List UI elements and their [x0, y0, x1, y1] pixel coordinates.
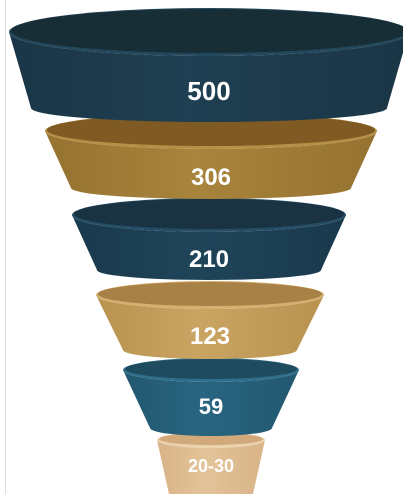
funnel-stage-1: 500 [9, 8, 403, 122]
funnel-stage-top [159, 433, 263, 445]
funnel-stage-3: 210 [72, 198, 346, 280]
left-border-line [5, 0, 6, 494]
funnel-stage-top [125, 359, 297, 379]
funnel-stage-top [47, 114, 375, 146]
funnel-stage-body [9, 32, 403, 122]
funnel-stage-label: 123 [190, 323, 230, 350]
funnel-stage-label: 500 [187, 76, 230, 106]
funnel-stage-5: 59 [123, 358, 299, 436]
funnel-stage-body [45, 131, 377, 199]
funnel-stage-top [74, 199, 344, 229]
funnel-stage-2: 306 [45, 113, 377, 199]
funnel-stage-label: 59 [199, 394, 223, 419]
funnel-stage-body [96, 295, 324, 359]
funnel-stage-6: 20-30 [157, 432, 265, 494]
funnel-stage-label: 210 [189, 246, 229, 273]
funnel-stage-label: 20-30 [188, 456, 234, 476]
funnel-stage-4: 123 [96, 281, 324, 359]
funnel-stage-label: 306 [191, 164, 231, 191]
funnel-stage-body [72, 215, 346, 280]
funnel-stage-body [123, 370, 299, 436]
funnel-stage-body [157, 440, 265, 494]
funnel-stage-top [11, 9, 403, 53]
funnel-stage-top [98, 282, 322, 306]
